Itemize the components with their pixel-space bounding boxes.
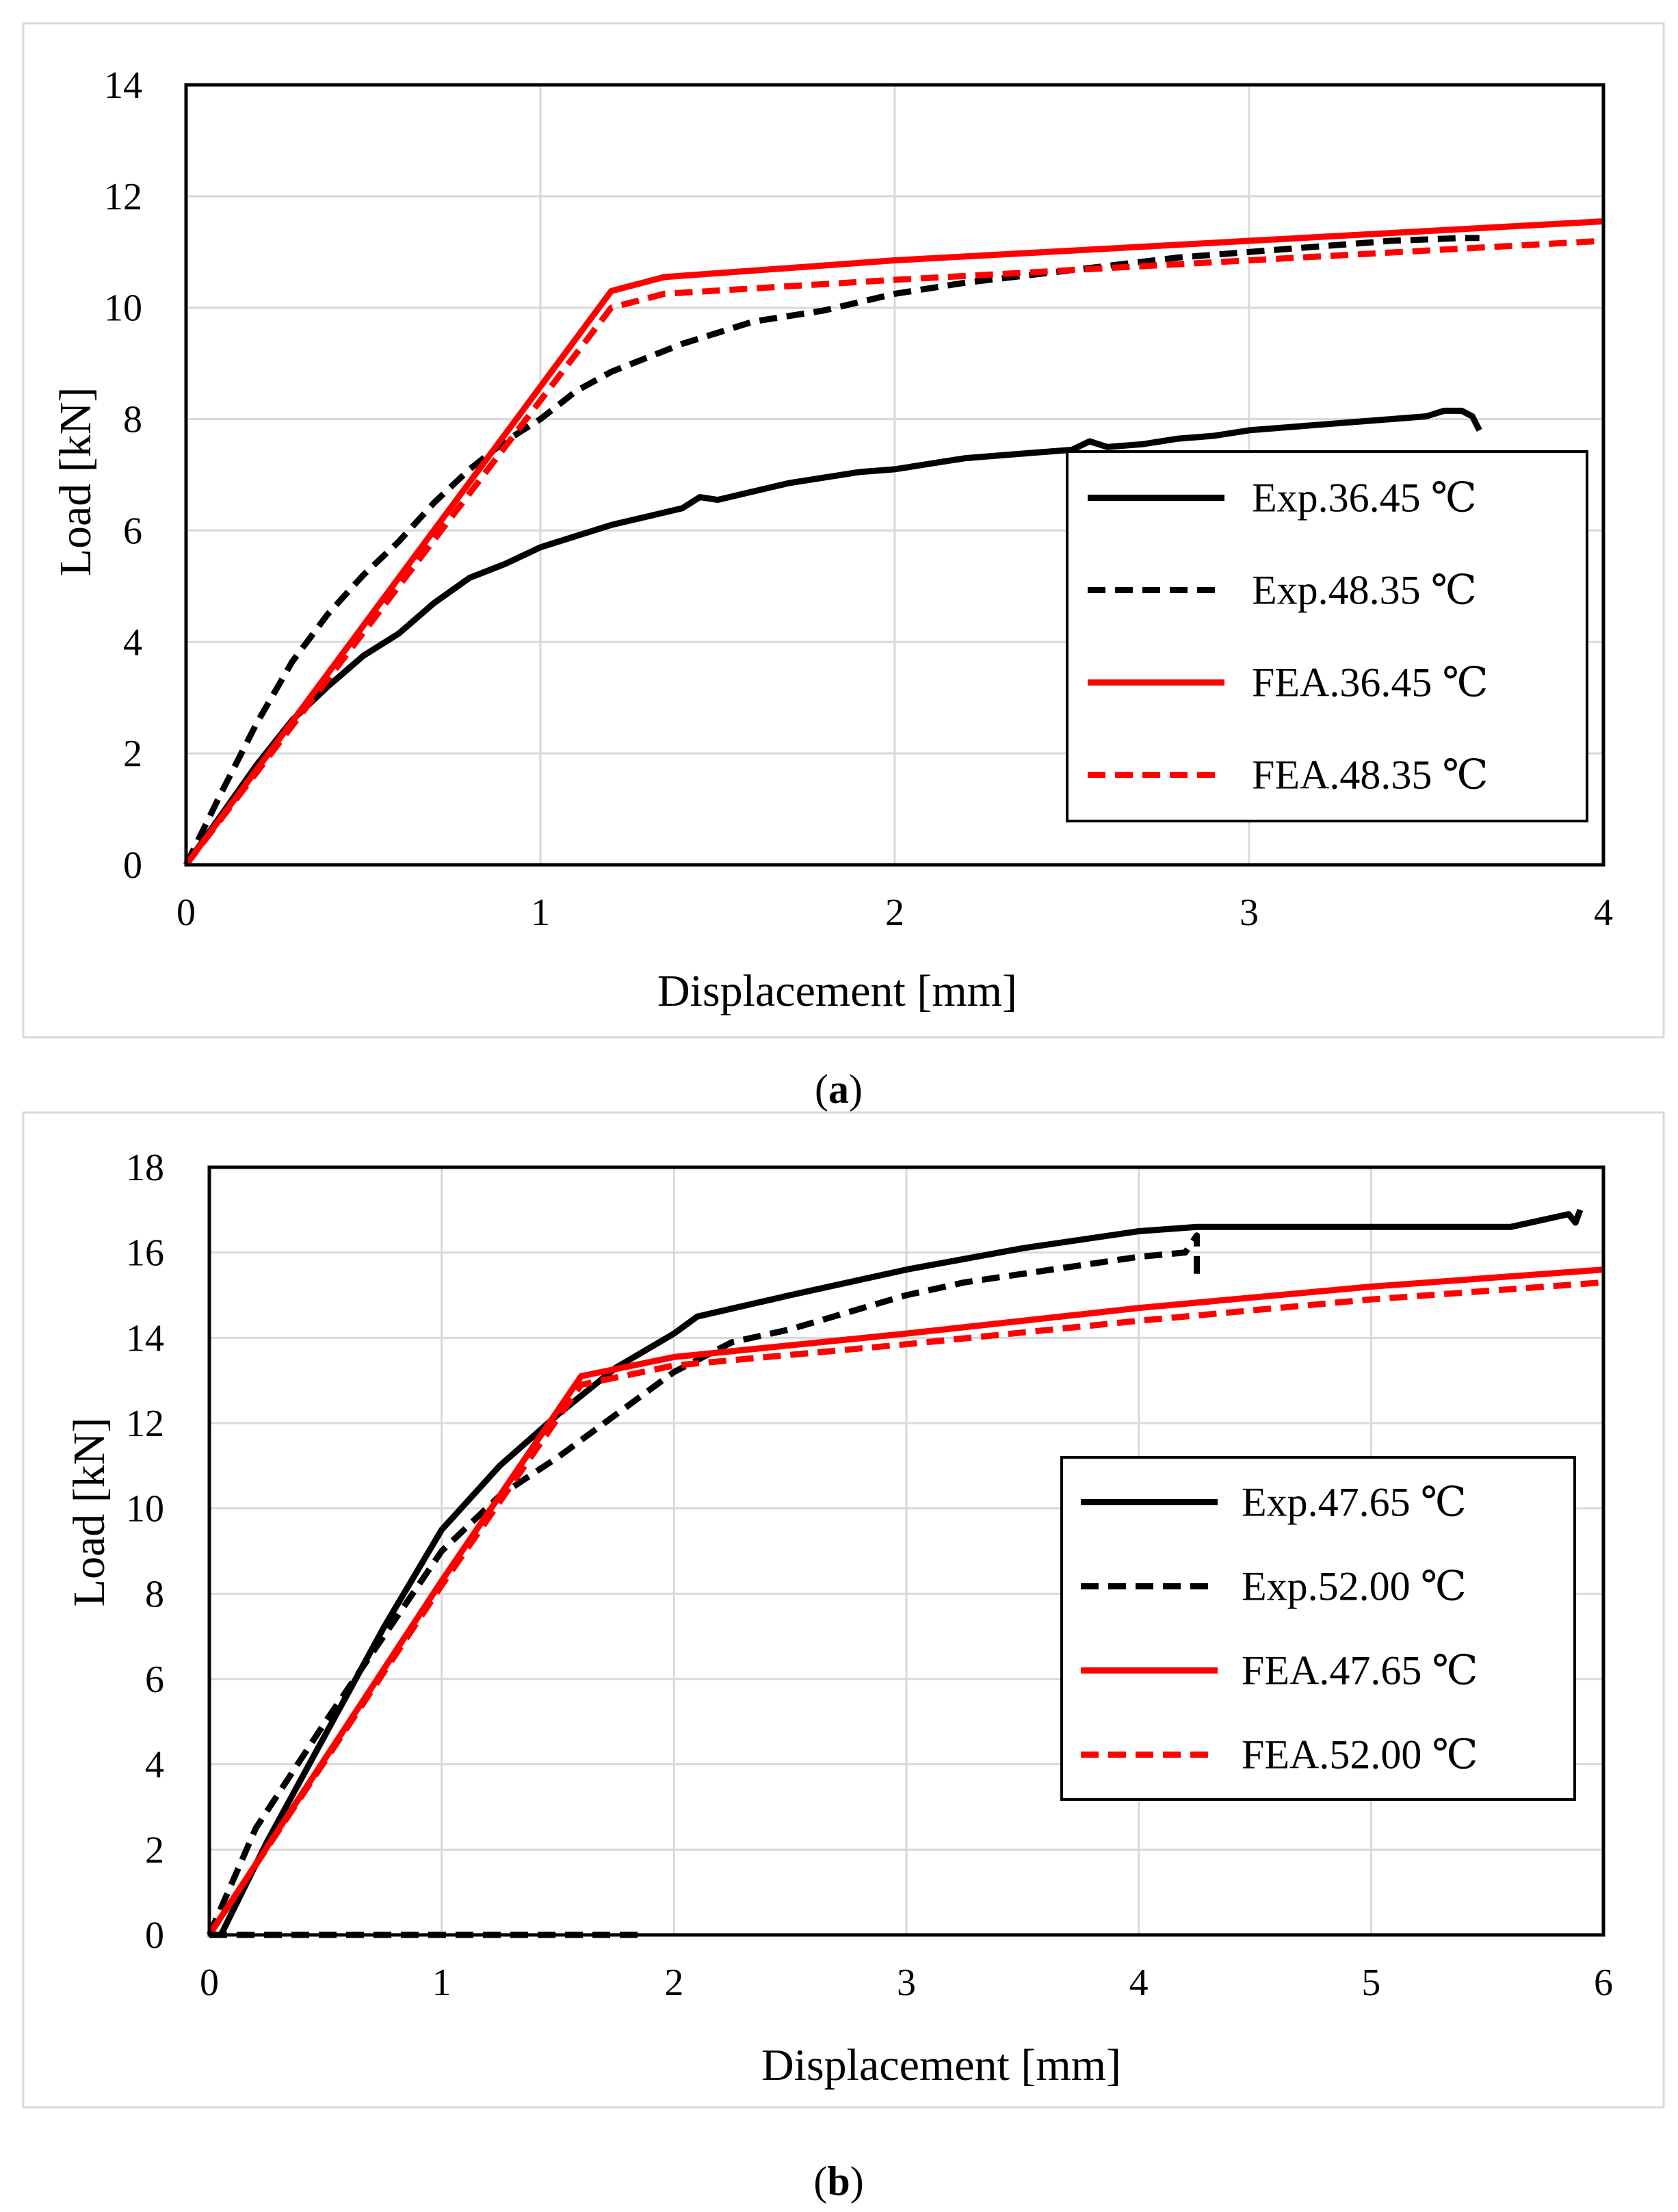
y-tick-label: 12	[104, 176, 142, 218]
y-tick-label: 2	[123, 733, 142, 775]
y-ticks-b: 0 2 4 6 8 10 12 14 16 18	[126, 1147, 164, 1957]
y-tick-label: 14	[126, 1317, 164, 1359]
x-tick-label: 2	[885, 892, 904, 934]
legend-label: Exp.52.00 ℃	[1242, 1564, 1467, 1609]
x-tick-label: 5	[1361, 1962, 1380, 2004]
x-tick-label: 3	[1240, 892, 1259, 934]
x-ticks-b: 0 1 2 3 4 5 6	[200, 1962, 1613, 2004]
y-tick-label: 8	[123, 399, 142, 441]
caption-a: (a)	[815, 1067, 863, 1112]
legend-box	[1066, 450, 1588, 822]
x-tick-label: 2	[664, 1962, 683, 2004]
legend-label: FEA.52.00 ℃	[1242, 1732, 1478, 1778]
series-line-fea-36-45	[183, 218, 1604, 867]
x-tick-label: 3	[897, 1962, 916, 2004]
caption-letter-a: a	[828, 1067, 849, 1112]
y-tick-label: 10	[126, 1488, 164, 1531]
x-tick-label: 1	[432, 1962, 451, 2004]
legend-b: Exp.47.65 ℃ Exp.52.00 ℃ FEA.47.65 ℃ FEA.52.…	[1060, 1456, 1576, 1801]
plot-frame-b	[207, 1165, 1605, 1937]
series-line-exp-48-35	[183, 235, 1480, 866]
y-tick-label: 16	[126, 1232, 164, 1275]
series-line-exp-52-00	[206, 1232, 1201, 1936]
series-line-fea-48-35	[183, 237, 1604, 867]
x-tick-label: 1	[531, 892, 550, 934]
y-tick-label: 0	[145, 1914, 164, 1957]
legend-label: FEA.36.45 ℃	[1252, 660, 1488, 705]
series-line-exp-36-45	[183, 407, 1482, 867]
plot-series-a	[183, 218, 1604, 867]
y-tick-label: 18	[126, 1147, 164, 1189]
y-tick-label: 4	[123, 621, 142, 664]
caption-letter-b: b	[827, 2159, 850, 2204]
x-tick-label: 6	[1594, 1962, 1613, 2004]
caption-b: (b)	[813, 2159, 863, 2204]
legend-label: Exp.36.45 ℃	[1252, 476, 1477, 521]
series-line-fea-47-65	[207, 1266, 1604, 1937]
x-tick-label: 4	[1129, 1962, 1149, 2004]
y-tick-label: 10	[104, 287, 142, 330]
legend-label: Exp.47.65 ℃	[1242, 1480, 1467, 1525]
x-ticks-a: 0 1 2 3 4	[176, 892, 1613, 934]
grid-b	[209, 1167, 1603, 1935]
y-tick-label: 6	[145, 1658, 164, 1701]
plot-frame-a	[184, 83, 1605, 867]
legend-label: FEA.48.35 ℃	[1252, 753, 1488, 798]
y-tick-label: 12	[126, 1403, 164, 1445]
y-tick-label: 6	[123, 510, 142, 552]
y-tick-label: 0	[123, 844, 142, 887]
y-ticks-a: 0 2 4 6 8 10 12 14	[104, 64, 142, 887]
legend-label: Exp.48.35 ℃	[1252, 568, 1477, 613]
y-tick-label: 4	[145, 1744, 164, 1786]
y-axis-label-a: Load [kN]	[51, 387, 101, 577]
y-tick-label: 2	[145, 1829, 164, 1871]
y-tick-label: 8	[145, 1573, 164, 1615]
x-tick-label: 0	[200, 1962, 219, 2004]
y-tick-label: 14	[104, 64, 142, 107]
x-tick-label: 0	[176, 892, 196, 934]
x-axis-label-a: Displacement [mm]	[657, 966, 1017, 1016]
series-line-exp-47-65	[218, 1208, 1584, 1936]
y-axis-label-b: Load [kN]	[64, 1418, 114, 1607]
legend-box	[1060, 1456, 1576, 1801]
legend-label: FEA.47.65 ℃	[1242, 1648, 1478, 1693]
x-tick-label: 4	[1594, 892, 1613, 934]
x-axis-label-b: Displacement [mm]	[761, 2040, 1121, 2090]
legend-a: Exp.36.45 ℃ Exp.48.35 ℃ FEA.36.45 ℃ FEA.48.…	[1066, 450, 1588, 822]
